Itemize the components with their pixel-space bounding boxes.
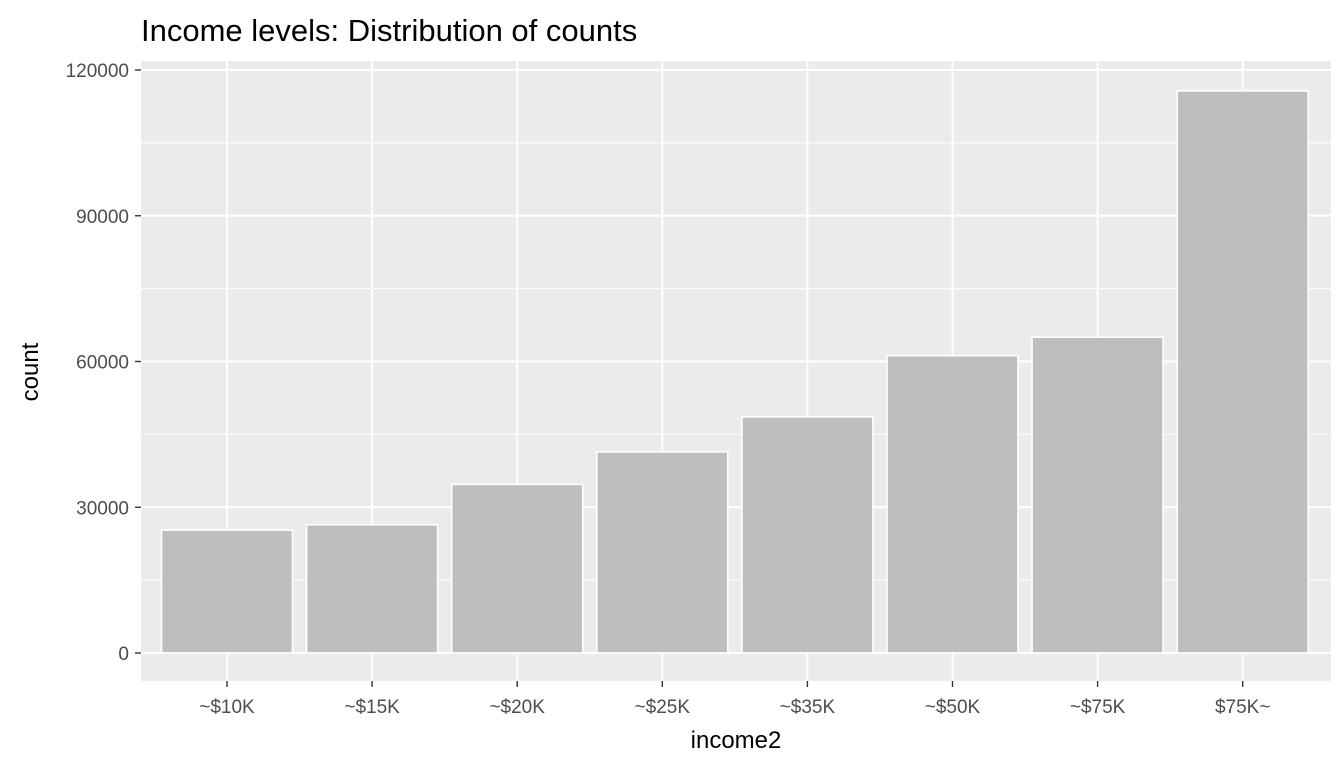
bar bbox=[160, 529, 294, 654]
bar bbox=[1031, 336, 1164, 654]
x-tick-label: $75K~ bbox=[1215, 697, 1270, 718]
bar bbox=[450, 483, 584, 654]
x-tick-label: ~$15K bbox=[344, 697, 400, 718]
x-tick-label: ~$35K bbox=[780, 697, 836, 718]
bars bbox=[160, 90, 1309, 654]
x-tick-label: ~$50K bbox=[925, 697, 981, 718]
y-axis: 0 30000 60000 90000 120000 bbox=[66, 61, 141, 665]
x-axis-title: income2 bbox=[691, 727, 782, 754]
y-tick-label: 60000 bbox=[76, 353, 129, 374]
x-tick-label: ~$10K bbox=[199, 697, 255, 718]
x-axis: ~$10K ~$15K ~$20K ~$25K ~$35K ~$50K ~$75K $75K~ bbox=[199, 681, 1270, 718]
y-tick-label: 90000 bbox=[76, 207, 129, 228]
y-tick-label: 0 bbox=[118, 644, 129, 665]
x-tick-label: ~$75K bbox=[1070, 697, 1126, 718]
bar bbox=[741, 416, 874, 654]
x-tick-label: ~$20K bbox=[489, 697, 545, 718]
bar bbox=[305, 523, 439, 654]
bar bbox=[1176, 90, 1309, 654]
x-tick-label: ~$25K bbox=[635, 697, 691, 718]
bar bbox=[595, 451, 729, 654]
bar bbox=[886, 354, 1019, 654]
y-axis-title: count bbox=[17, 342, 44, 401]
chart-title: Income levels: Distribution of counts bbox=[141, 13, 637, 48]
y-tick-label: 120000 bbox=[66, 61, 129, 82]
y-tick-label: 30000 bbox=[76, 498, 129, 519]
